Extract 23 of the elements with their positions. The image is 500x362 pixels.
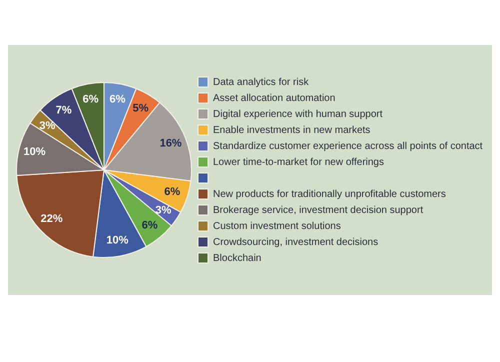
data-label: 5% [132,102,149,114]
data-label: 6% [142,219,158,232]
data-label: 16% [160,138,182,150]
legend-label: Digital experience with human support [213,108,383,120]
legend-label: Lower time-to-market for new offerings [213,156,384,168]
legend-label: Enable investments in new markets [213,124,370,136]
legend-label: New products for traditionally unprofitable customers [213,188,446,200]
legend-label: Crowdsourcing, investment decisions [213,236,378,248]
data-label: 6% [109,94,126,106]
data-label: 22% [40,213,63,226]
legend-label: Blockchain [213,252,262,264]
data-label: 10% [106,234,129,247]
legend-label: Asset allocation automation [213,92,336,104]
legend-label: Data analytics for risk [213,76,310,88]
data-label: 3% [39,120,56,132]
legend-label: Brokerage service, investment decision support [213,204,424,216]
legend-label: Standardize customer experience across all points of contact [213,140,483,152]
data-label: 6% [82,94,99,106]
data-label: 7% [56,104,72,117]
legend-label: Custom investment solutions [213,220,341,232]
data-label: 3% [155,204,172,216]
data-label: 6% [164,186,180,198]
data-label: 10% [23,146,46,158]
